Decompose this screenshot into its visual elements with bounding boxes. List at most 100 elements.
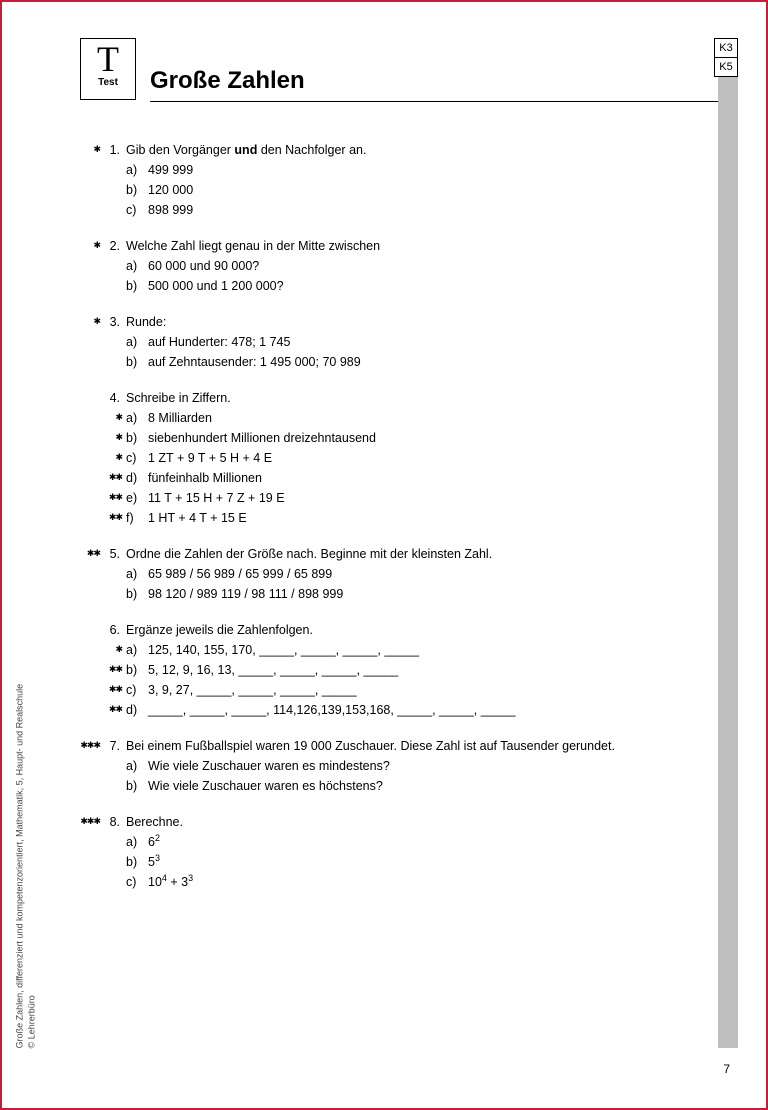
difficulty-stars: ✱✱✱ — [80, 736, 100, 752]
sub-stars — [80, 276, 126, 278]
credit-line-1: Große Zahlen, differenziert und kompeten… — [15, 683, 25, 1048]
sub-label: a) — [126, 332, 148, 352]
sub-text: 62 — [148, 832, 694, 852]
exercise-head: ✱1.Gib den Vorgänger und den Nachfolger … — [80, 140, 694, 160]
sub-stars — [80, 852, 126, 854]
exercise: ✱✱✱7.Bei einem Fußballspiel waren 19 000… — [80, 736, 694, 796]
sub-item: ✱✱f)1 HT + 4 T + 15 E — [80, 508, 694, 528]
sub-stars — [80, 584, 126, 586]
exercise-prompt: Runde: — [126, 312, 694, 332]
test-label: Test — [98, 77, 118, 88]
sub-item: ✱c)1 ZT + 9 T + 5 H + 4 E — [80, 448, 694, 468]
sub-item: ✱✱d)_____, _____, _____, 114,126,139,153… — [80, 700, 694, 720]
k-badge: K3 — [714, 38, 738, 58]
sub-label: a) — [126, 408, 148, 428]
sub-stars: ✱✱ — [80, 488, 126, 504]
exercise-number: 7. — [100, 736, 126, 756]
exercise: ✱✱5.Ordne die Zahlen der Größe nach. Beg… — [80, 544, 694, 604]
sub-label: a) — [126, 832, 148, 852]
sub-stars: ✱ — [80, 408, 126, 424]
sub-label: a) — [126, 640, 148, 660]
sub-label: c) — [126, 200, 148, 220]
exercise-number: 1. — [100, 140, 126, 160]
worksheet-page: T Test Große Zahlen K3 K5 ✱ 1.Gib den Vor… — [0, 0, 768, 1110]
sub-item: ✱b)siebenhundert Millionen dreizehntause… — [80, 428, 694, 448]
exercise: ✱2.Welche Zahl liegt genau in der Mitte … — [80, 236, 694, 296]
sub-text: Wie viele Zuschauer waren es höchstens? — [148, 776, 694, 796]
difficulty-stars: ✱✱ — [80, 544, 100, 560]
sub-text: 60 000 und 90 000? — [148, 256, 694, 276]
sub-stars: ✱✱ — [80, 468, 126, 484]
sub-item: ✱a)8 Milliarden — [80, 408, 694, 428]
sub-item: b)53 — [80, 852, 694, 872]
sub-label: f) — [126, 508, 148, 528]
sub-item: b)120 000 — [80, 180, 694, 200]
k-badge: K5 — [714, 57, 738, 77]
sub-stars — [80, 160, 126, 162]
page-number: 7 — [723, 1062, 730, 1076]
sub-label: a) — [126, 756, 148, 776]
sub-label: a) — [126, 160, 148, 180]
sub-label: a) — [126, 564, 148, 584]
sub-item: ✱✱b)5, 12, 9, 16, 13, _____, _____, ____… — [80, 660, 694, 680]
sub-text: 125, 140, 155, 170, _____, _____, _____,… — [148, 640, 694, 660]
header: T Test Große Zahlen — [80, 38, 718, 102]
sub-stars — [80, 180, 126, 182]
sub-label: b) — [126, 776, 148, 796]
sub-label: c) — [126, 680, 148, 700]
sub-label: c) — [126, 872, 148, 892]
sub-text: 98 120 / 989 119 / 98 111 / 898 999 — [148, 584, 694, 604]
sub-text: 53 — [148, 852, 694, 872]
sub-label: d) — [126, 468, 148, 488]
exercise-head: ✱✱✱7.Bei einem Fußballspiel waren 19 000… — [80, 736, 694, 756]
difficulty-stars: ✱ — [80, 236, 100, 252]
sub-label: e) — [126, 488, 148, 508]
sub-stars — [80, 352, 126, 354]
exercise-prompt: Schreibe in Ziffern. — [126, 388, 694, 408]
content: ✱ 1.Gib den Vorgänger und den Nachfolger … — [80, 140, 694, 908]
sub-item: c)104 + 33 — [80, 872, 694, 892]
exercise-prompt: Ordne die Zahlen der Größe nach. Beginne… — [126, 544, 694, 564]
sub-stars: ✱ — [80, 448, 126, 464]
exercise: 4.Schreibe in Ziffern.✱a)8 Milliarden✱b)… — [80, 388, 694, 528]
exercise-head: 4.Schreibe in Ziffern. — [80, 388, 694, 408]
sub-text: 65 989 / 56 989 / 65 999 / 65 899 — [148, 564, 694, 584]
sub-stars: ✱ — [80, 640, 126, 656]
exercise: 6.Ergänze jeweils die Zahlenfolgen.✱a)12… — [80, 620, 694, 720]
exercise-prompt: Welche Zahl liegt genau in der Mitte zwi… — [126, 236, 694, 256]
sub-text: 499 999 — [148, 160, 694, 180]
sub-label: b) — [126, 276, 148, 296]
exercise-prompt: Ergänze jeweils die Zahlenfolgen. — [126, 620, 694, 640]
sub-stars — [80, 756, 126, 758]
test-glyph: T — [97, 41, 119, 77]
sub-text: Wie viele Zuschauer waren es mindestens? — [148, 756, 694, 776]
side-credit: Große Zahlen, differenziert und kompeten… — [15, 683, 38, 1048]
exercise: ✱3.Runde:a)auf Hunderter: 478; 1 745b)au… — [80, 312, 694, 372]
sub-label: c) — [126, 448, 148, 468]
exercise-head: ✱✱5.Ordne die Zahlen der Größe nach. Beg… — [80, 544, 694, 564]
sub-stars: ✱✱ — [80, 660, 126, 676]
sub-text: 500 000 und 1 200 000? — [148, 276, 694, 296]
sub-text: 898 999 — [148, 200, 694, 220]
sub-stars — [80, 564, 126, 566]
sub-label: d) — [126, 700, 148, 720]
exercise-prompt: Bei einem Fußballspiel waren 19 000 Zusc… — [126, 736, 694, 756]
sub-stars — [80, 332, 126, 334]
sub-label: b) — [126, 852, 148, 872]
sub-label: b) — [126, 584, 148, 604]
exercise-number: 3. — [100, 312, 126, 332]
sub-text: 1 HT + 4 T + 15 E — [148, 508, 694, 528]
sub-stars: ✱ — [80, 428, 126, 444]
exercise-prompt: Gib den Vorgänger und den Nachfolger an. — [126, 140, 694, 160]
sub-item: a)62 — [80, 832, 694, 852]
difficulty-stars: ✱ — [80, 312, 100, 328]
difficulty-stars: ✱✱✱ — [80, 812, 100, 828]
exercise-head: 6.Ergänze jeweils die Zahlenfolgen. — [80, 620, 694, 640]
sub-item: ✱✱c)3, 9, 27, _____, _____, _____, _____ — [80, 680, 694, 700]
exercise-number: 4. — [100, 388, 126, 408]
sub-text: auf Hunderter: 478; 1 745 — [148, 332, 694, 352]
sub-stars — [80, 776, 126, 778]
exercise-prompt: Berechne. — [126, 812, 694, 832]
sub-text: 8 Milliarden — [148, 408, 694, 428]
sub-stars — [80, 832, 126, 834]
